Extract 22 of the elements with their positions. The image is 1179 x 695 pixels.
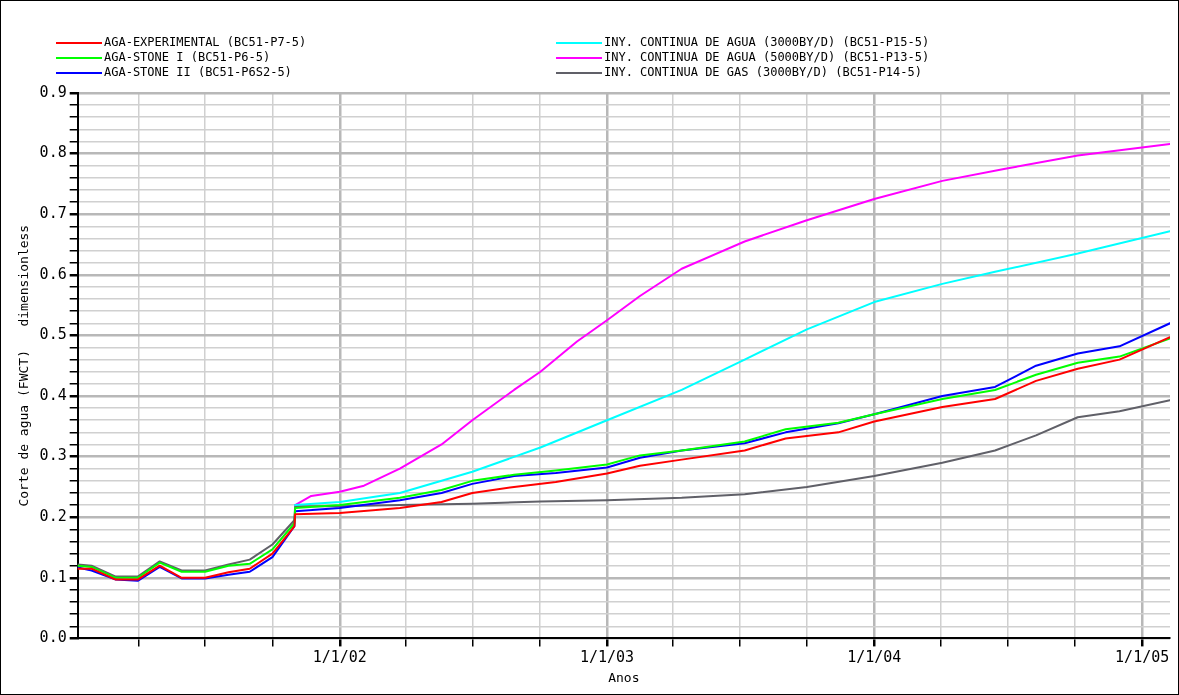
y-tick-label: 0.8 [39, 143, 67, 162]
legend-label: INY. CONTINUA DE AGUA (5000BY/D) (BC51-P13-5) [604, 50, 930, 65]
y-tick-label: 0.3 [39, 446, 67, 465]
legend-label: AGA-STONE II (BC51-P6S2-5) [104, 65, 292, 80]
y-tick-label: 0.2 [39, 507, 67, 526]
y-tick-label: 0.4 [39, 385, 67, 404]
y-tick-label: 0.7 [39, 204, 67, 223]
y-axis-title: Corte de agua (FWCT) dimensionless [16, 224, 32, 507]
y-tick-label: 0.0 [39, 628, 67, 647]
legend-label: INY. CONTINUA DE GAS (3000BY/D) (BC51-P14-5) [604, 65, 922, 80]
y-tick-label: 0.6 [39, 264, 67, 283]
x-tick-label: 1/1/04 [847, 648, 902, 667]
y-tick-label: 0.5 [39, 325, 67, 344]
y-tick-label: 0.1 [39, 567, 67, 586]
x-tick-label: 1/1/05 [1115, 648, 1170, 667]
x-tick-label: 1/1/02 [312, 648, 367, 667]
x-tick-label: 1/1/03 [579, 648, 635, 667]
legend-label: AGA-STONE I (BC51-P6-5) [104, 50, 271, 65]
x-axis-title: Anos [608, 669, 640, 685]
legend-label: INY. CONTINUA DE AGUA (3000BY/D) (BC51-P15-5) [604, 35, 930, 50]
legend-label: AGA-EXPERIMENTAL (BC51-P7-5) [104, 35, 307, 50]
y-tick-label: 0.9 [39, 82, 67, 101]
